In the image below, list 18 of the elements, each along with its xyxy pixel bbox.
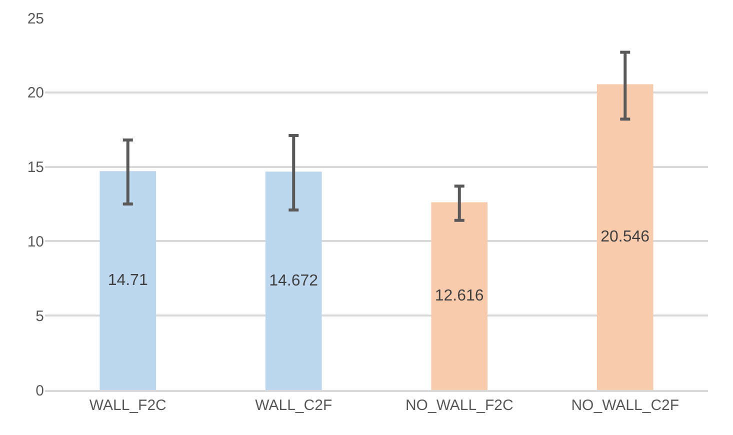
y-tick-label: 10 bbox=[27, 233, 44, 250]
bar bbox=[596, 84, 654, 390]
bar bbox=[100, 171, 156, 390]
data-label: 12.616 bbox=[434, 288, 484, 305]
data-label: 14.672 bbox=[269, 272, 318, 290]
y-tick-label: 20 bbox=[27, 84, 44, 102]
x-tick-label: NO_WALL_F2C bbox=[405, 396, 514, 414]
y-tick-label: 25 bbox=[27, 10, 44, 28]
y-tick-label: 15 bbox=[27, 159, 44, 176]
x-tick-label: WALL_F2C bbox=[89, 396, 167, 414]
x-tick-label: WALL_C2F bbox=[255, 396, 332, 414]
data-label: 20.546 bbox=[600, 228, 650, 246]
y-tick-label: 5 bbox=[36, 308, 44, 325]
y-tick-label: 0 bbox=[36, 382, 44, 400]
bar bbox=[265, 172, 322, 390]
data-label: 14.71 bbox=[108, 272, 148, 290]
bar bbox=[431, 202, 488, 390]
x-tick-label: NO_WALL_C2F bbox=[571, 396, 680, 414]
